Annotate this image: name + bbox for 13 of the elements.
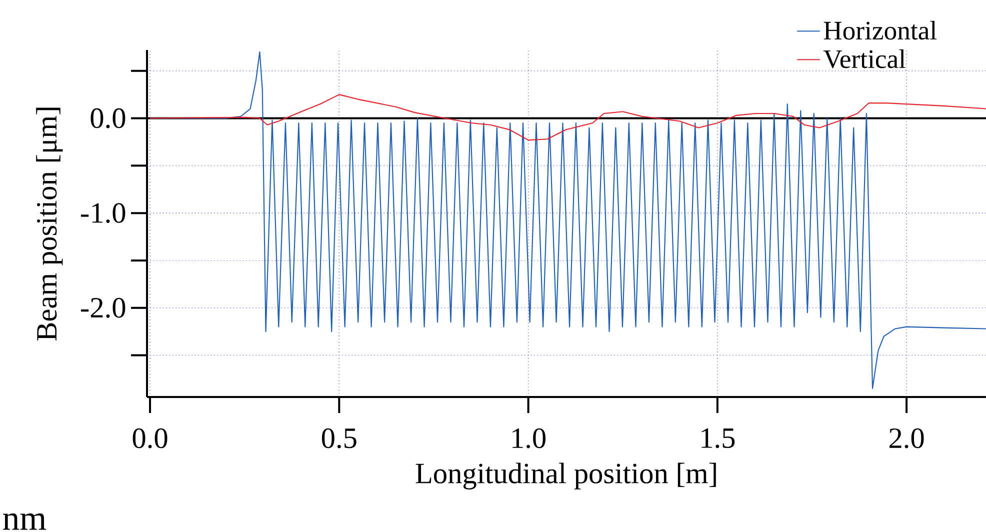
legend-label: Horizontal (824, 20, 937, 40)
x-tick-label: 1.0 (512, 428, 546, 448)
text: nm (3, 513, 46, 530)
legend-label: Vertical (823, 49, 906, 68)
y-tick-label: -1.0 (80, 203, 126, 224)
x-axis-title: Longitudinal position [m] (416, 462, 716, 490)
x-tick-label: 2.0 (890, 428, 924, 448)
y-axis-title: Beam position [μm] (36, 108, 63, 341)
y-tick-label: 0.0 (90, 108, 126, 128)
x-tick-label: 1.5 (702, 428, 735, 448)
y-tick-label: -2.0 (80, 298, 126, 318)
x-tick-label: 0.5 (322, 428, 356, 448)
x-tick-label: 0.0 (132, 428, 168, 448)
